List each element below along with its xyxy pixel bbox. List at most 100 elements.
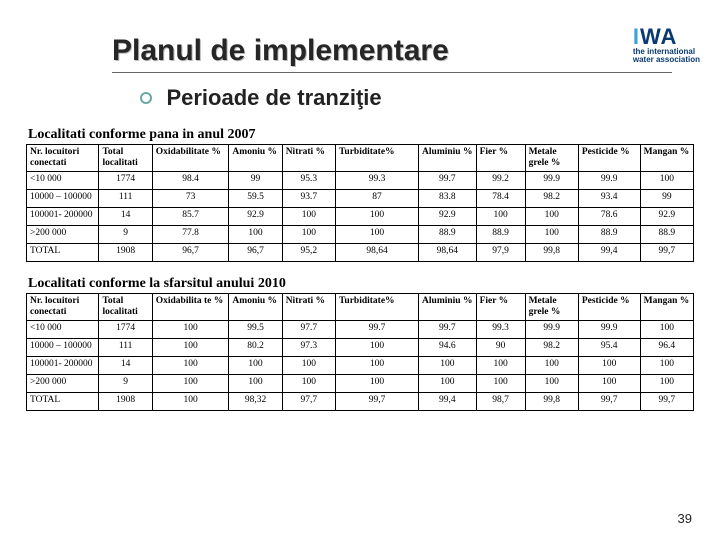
table-row: 100001- 2000001485.792.910010092.9100100… [27,207,694,225]
column-header: Aluminiu % [419,145,477,172]
cell-value: 99.9 [525,171,578,189]
cell-value: 100 [419,374,477,392]
column-header: Fier % [476,145,525,172]
cell-value: 99,8 [525,243,578,261]
cell-value: 95.3 [282,171,335,189]
cell-value: 99.9 [578,171,640,189]
table-row: >200 0009100100100100100100100100100 [27,374,694,392]
column-header: Metale grele % [525,293,578,320]
cell-value: 99.2 [476,171,525,189]
column-header: Nr. locuitori conectati [27,145,99,172]
table-row: >200 000977.810010010088.988.910088.988.… [27,225,694,243]
table-row: <10 000177410099.597.799.799.799.399.999… [27,320,694,338]
cell-value: 96,7 [229,243,282,261]
cell-value: 94.6 [419,338,477,356]
cell-value: 100 [335,207,418,225]
cell-value: 98,32 [229,392,282,410]
logo-sub2: water association [633,56,700,64]
table-row: 10000 – 10000011110080.297.310094.69098.… [27,338,694,356]
iwa-logo: IWA the international water association [633,26,700,64]
cell-value: 100 [152,392,229,410]
column-header: Pesticide % [578,293,640,320]
row-label: <10 000 [27,320,99,338]
cell-value: 1908 [99,392,152,410]
row-label: <10 000 [27,171,99,189]
cell-value: 88.9 [419,225,477,243]
column-header: Mangan % [640,293,693,320]
cell-value: 100 [419,356,477,374]
column-header: Nr. locuitori conectati [27,293,99,320]
column-header: Nitrati % [282,145,335,172]
tables-container: Localitati conforme pana in anul 2007 Nr… [0,117,720,411]
cell-value: 78.6 [578,207,640,225]
page-number: 39 [678,511,692,526]
cell-value: 100 [335,374,418,392]
cell-value: 111 [99,338,152,356]
cell-value: 100 [152,374,229,392]
column-header: Mangan % [640,145,693,172]
cell-value: 99.7 [419,171,477,189]
cell-value: 100 [152,338,229,356]
cell-value: 98,64 [419,243,477,261]
row-label: 10000 – 100000 [27,338,99,356]
cell-value: 99.7 [335,320,418,338]
cell-value: 100 [476,356,525,374]
column-header: Fier % [476,293,525,320]
cell-value: 97,9 [476,243,525,261]
cell-value: 99.9 [578,320,640,338]
cell-value: 100 [525,225,578,243]
cell-value: 99.7 [419,320,477,338]
cell-value: 100 [578,374,640,392]
cell-value: 99.9 [525,320,578,338]
cell-value: 100 [525,207,578,225]
cell-value: 73 [152,189,229,207]
column-header: Amoniu % [229,293,282,320]
row-label: 100001- 200000 [27,207,99,225]
column-header: Turbiditate% [335,145,418,172]
cell-value: 98.2 [525,338,578,356]
cell-value: 100 [476,374,525,392]
cell-value: 99 [229,171,282,189]
cell-value: 99 [640,189,693,207]
cell-value: 92.9 [419,207,477,225]
table2-body: <10 000177410099.597.799.799.799.399.999… [27,320,694,410]
column-header: Pesticide % [578,145,640,172]
cell-value: 99,7 [640,243,693,261]
cell-value: 100 [152,320,229,338]
cell-value: 99,4 [578,243,640,261]
cell-value: 93.4 [578,189,640,207]
column-header: Oxidabilitate % [152,145,229,172]
logo-main: IWA [633,26,700,48]
cell-value: 9 [99,374,152,392]
cell-value: 100 [640,356,693,374]
column-header: Turbiditate% [335,293,418,320]
cell-value: 92.9 [640,207,693,225]
table-2010: Nr. locuitori conectatiTotal localitatiO… [26,293,694,411]
row-label: TOTAL [27,392,99,410]
cell-value: 98,64 [335,243,418,261]
row-label: >200 000 [27,374,99,392]
cell-value: 100 [335,225,418,243]
cell-value: 98.4 [152,171,229,189]
cell-value: 59.5 [229,189,282,207]
table-row: TOTAL190810098,3297,799,799,498,799,899,… [27,392,694,410]
table-row: TOTAL190896,796,795,298,6498,6497,999,89… [27,243,694,261]
row-label: >200 000 [27,225,99,243]
cell-value: 99.3 [476,320,525,338]
cell-value: 90 [476,338,525,356]
cell-value: 96.4 [640,338,693,356]
cell-value: 100 [282,374,335,392]
cell-value: 99,8 [525,392,578,410]
table-row: 10000 – 1000001117359.593.78783.878.498.… [27,189,694,207]
subheading-text: Perioade de tranziţie [166,85,381,110]
row-label: TOTAL [27,243,99,261]
cell-value: 99,4 [419,392,477,410]
cell-value: 78.4 [476,189,525,207]
cell-value: 96,7 [152,243,229,261]
table2-caption: Localitati conforme la sfarsitul anului … [28,276,700,292]
cell-value: 100 [152,356,229,374]
cell-value: 88.9 [578,225,640,243]
cell-value: 97.7 [282,320,335,338]
cell-value: 100 [229,225,282,243]
cell-value: 80.2 [229,338,282,356]
